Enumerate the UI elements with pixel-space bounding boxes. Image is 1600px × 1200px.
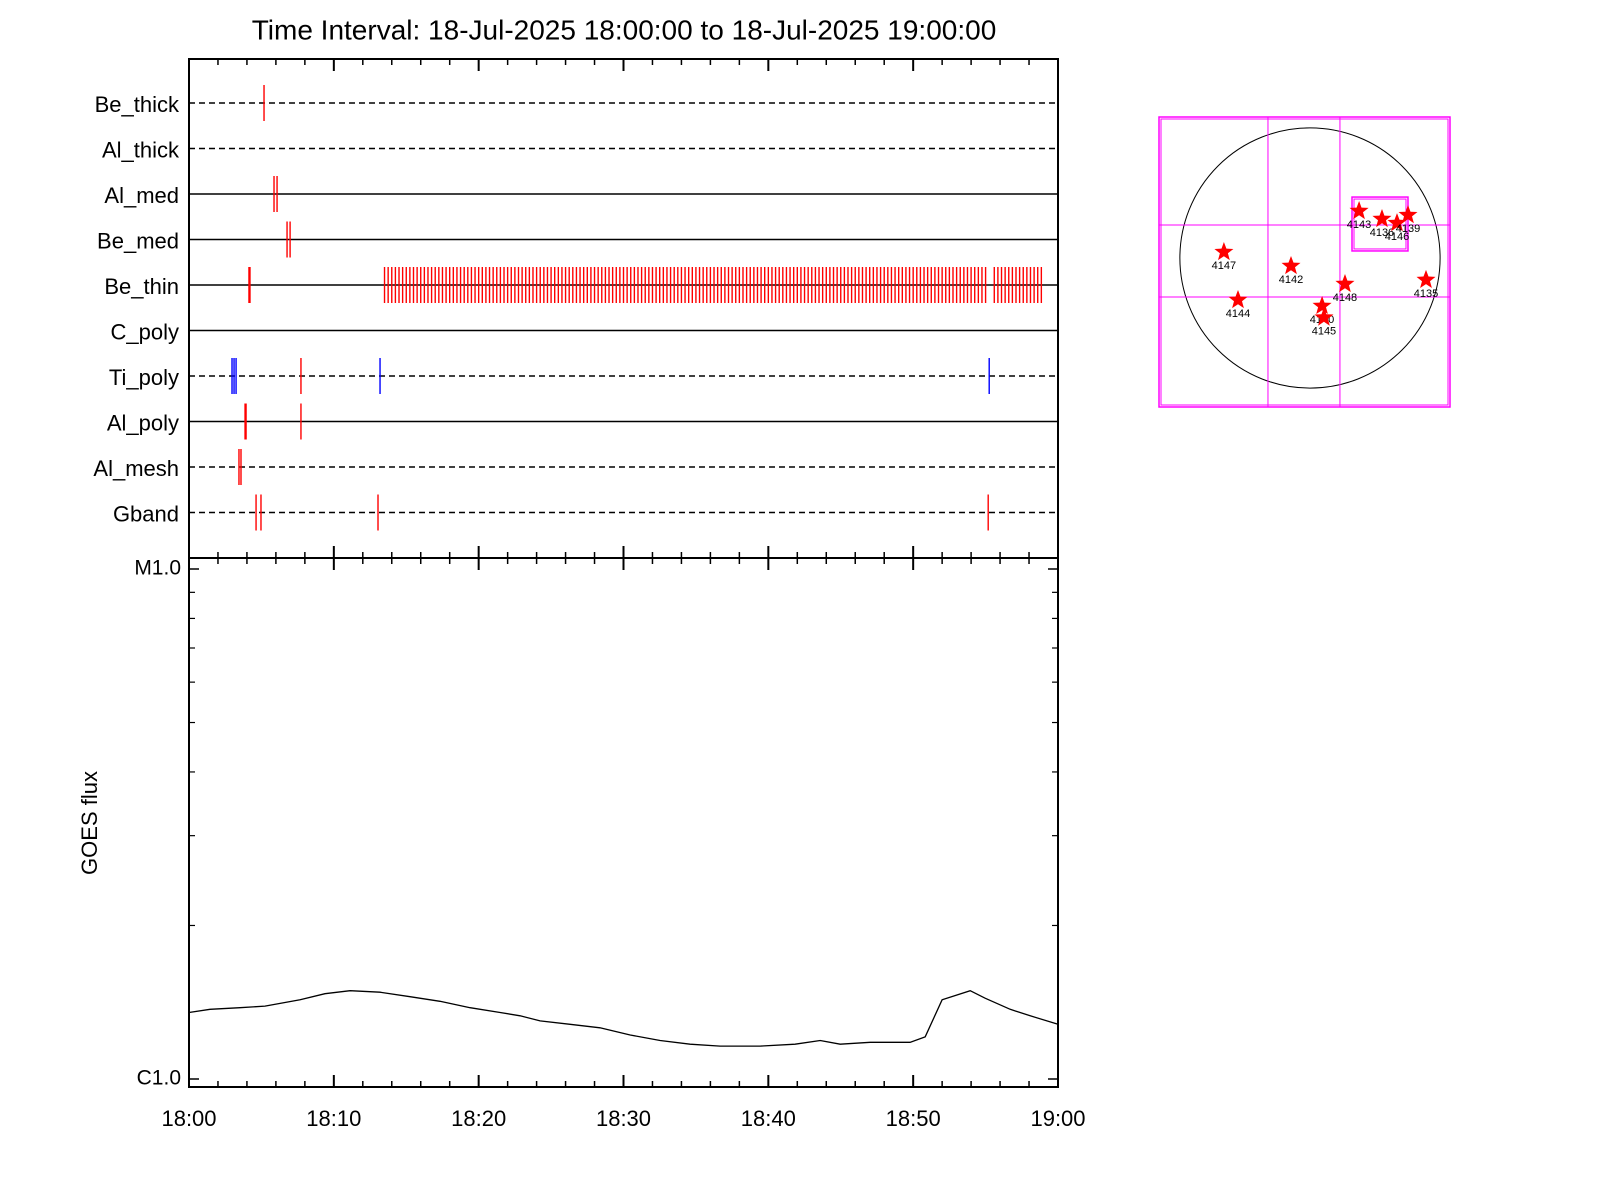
row-label: Al_poly [107,410,179,435]
region-star [1349,201,1369,220]
region-label: 4139 [1396,223,1420,235]
region-star [1312,296,1332,314]
fov-box [1353,198,1407,250]
region-star [1214,242,1234,261]
region-label: 4147 [1212,260,1236,272]
region-label: 4143 [1347,219,1371,231]
row-label: Be_med [97,228,179,253]
x-tick-label: 18:50 [886,1106,941,1131]
row-label: C_poly [111,319,179,344]
x-tick-label: 18:00 [161,1106,216,1131]
fov-box [1351,196,1409,252]
region-star [1335,274,1355,293]
x-tick-label: 18:10 [306,1106,361,1131]
timeline-frame [188,58,1059,559]
flux-line [188,989,1059,1047]
chart-title: Time Interval: 18-Jul-2025 18:00:00 to 1… [252,14,997,45]
region-label: 4146 [1385,231,1409,243]
region-label: 4144 [1226,308,1250,320]
region-label: 4145 [1312,326,1336,338]
region-star [1387,213,1407,232]
row-label: Ti_poly [109,365,179,390]
region-label: 4148 [1333,292,1357,304]
region-star [1228,290,1248,309]
y-tick-label: C1.0 [137,1067,181,1090]
row-label: Be_thin [104,274,179,299]
map-frame [1160,118,1449,406]
region-label: 4142 [1279,274,1303,286]
region-star [1314,307,1334,326]
region-star [1281,256,1301,275]
solar-disk [1179,127,1441,389]
region-label: 4136 [1370,227,1394,239]
region-star [1398,205,1418,224]
row-label: Be_thick [95,92,180,117]
x-tick-label: 18:30 [596,1106,651,1131]
region-star [1372,209,1392,228]
map-frame [1158,116,1451,408]
x-tick-label: 18:20 [451,1106,506,1131]
row-label: Al_mesh [93,456,179,481]
row-label: Gband [113,501,179,526]
flux-frame [188,557,1059,1088]
row-label: Al_thick [102,137,180,162]
y-axis-label: GOES flux [77,771,102,875]
region-label: 4135 [1414,288,1438,300]
row-label: Al_med [104,183,179,208]
x-tick-label: 19:00 [1030,1106,1085,1131]
y-tick-label: M1.0 [134,557,181,580]
region-star [1416,269,1436,288]
x-tick-label: 18:40 [741,1106,796,1131]
